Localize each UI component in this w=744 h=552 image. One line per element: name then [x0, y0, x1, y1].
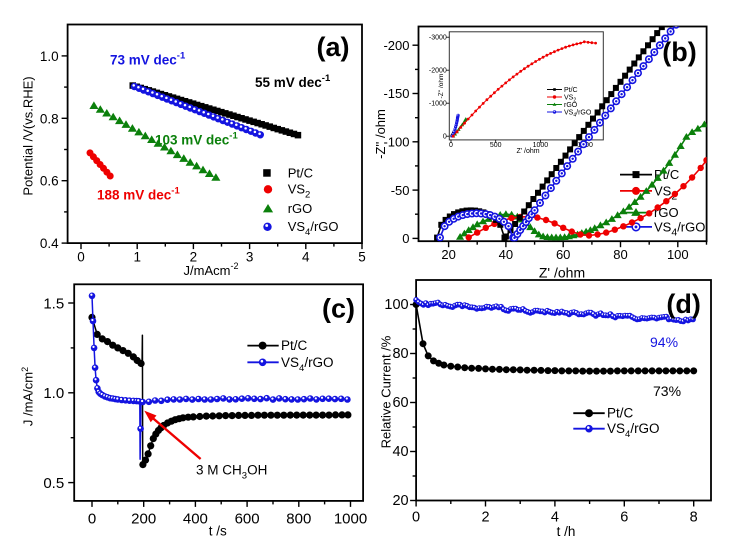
svg-text:1.5: 1.5 [43, 295, 64, 312]
svg-text:-100: -100 [383, 135, 409, 150]
svg-text:-150: -150 [383, 86, 409, 101]
svg-text:(c): (c) [322, 294, 355, 324]
svg-text:0: 0 [402, 231, 409, 246]
svg-text:t /h: t /h [557, 524, 576, 539]
svg-text:80: 80 [613, 247, 627, 262]
svg-text:VS4/rGO: VS4/rGO [288, 219, 339, 238]
svg-text:400: 400 [183, 511, 208, 528]
svg-text:(b): (b) [662, 37, 696, 67]
svg-text:Pt/C: Pt/C [564, 87, 578, 94]
svg-text:VS4/rGO: VS4/rGO [607, 421, 660, 440]
svg-text:J/mAcm-2: J/mAcm-2 [184, 261, 239, 278]
svg-text:1.0: 1.0 [43, 385, 64, 402]
svg-text:6: 6 [620, 510, 628, 526]
svg-text:-3000: -3000 [429, 35, 447, 42]
svg-text:VS2: VS2 [564, 95, 576, 104]
svg-text:8: 8 [690, 510, 698, 526]
svg-text:1: 1 [133, 250, 141, 265]
svg-text:-Z'' /ohm: -Z'' /ohm [373, 109, 388, 159]
svg-text:5: 5 [358, 250, 366, 265]
svg-text:4: 4 [302, 250, 310, 265]
svg-text:0: 0 [449, 142, 453, 149]
svg-text:VS4/rGO: VS4/rGO [564, 110, 592, 119]
svg-text:rGO: rGO [564, 102, 578, 109]
svg-text:0.4: 0.4 [40, 236, 59, 251]
svg-text:0.6: 0.6 [40, 174, 59, 189]
svg-text:103 mV dec-1: 103 mV dec-1 [155, 131, 238, 148]
svg-text:200: 200 [131, 511, 156, 528]
svg-text:(d): (d) [666, 289, 700, 319]
svg-text:100: 100 [384, 297, 408, 313]
svg-text:-200: -200 [383, 38, 409, 53]
svg-text:0: 0 [412, 510, 420, 526]
svg-text:Relative Current /%: Relative Current /% [379, 335, 394, 448]
svg-text:60: 60 [556, 247, 570, 262]
svg-text:J /mA/cm2: J /mA/cm2 [20, 367, 36, 426]
svg-text:Pt/C: Pt/C [607, 406, 634, 421]
svg-text:20: 20 [392, 493, 408, 509]
svg-text:VS4/rGO: VS4/rGO [654, 219, 705, 238]
svg-text:0: 0 [443, 134, 447, 141]
svg-text:Pt/C: Pt/C [654, 167, 679, 182]
svg-text:2: 2 [481, 510, 489, 526]
svg-text:94%: 94% [650, 334, 678, 350]
svg-text:73%: 73% [653, 383, 681, 399]
svg-text:188 mV dec-1: 188 mV dec-1 [97, 186, 180, 203]
svg-text:1000: 1000 [334, 511, 367, 528]
svg-text:55 mV dec-1: 55 mV dec-1 [255, 73, 331, 90]
svg-text:0.8: 0.8 [40, 111, 59, 126]
svg-text:3: 3 [246, 250, 254, 265]
svg-text:rGO: rGO [288, 201, 313, 216]
svg-text:-Z'' /ohm: -Z'' /ohm [438, 74, 445, 99]
svg-text:800: 800 [286, 511, 311, 528]
svg-text:Pt/C: Pt/C [281, 338, 308, 353]
svg-text:4: 4 [551, 510, 559, 526]
svg-text:Z' /ohm: Z' /ohm [516, 148, 539, 155]
svg-text:0.5: 0.5 [43, 475, 64, 492]
svg-text:-50: -50 [391, 183, 410, 198]
svg-text:(a): (a) [317, 32, 350, 62]
svg-text:Z' /ohm: Z' /ohm [539, 265, 585, 281]
svg-text:500: 500 [490, 142, 502, 149]
svg-text:-1000: -1000 [429, 101, 447, 108]
svg-text:3 M CH3OH: 3 M CH3OH [196, 463, 267, 482]
svg-text:Pt/C: Pt/C [288, 165, 313, 180]
svg-text:40: 40 [392, 444, 408, 460]
svg-text:40: 40 [499, 247, 513, 262]
svg-text:20: 20 [441, 247, 455, 262]
svg-text:60: 60 [392, 395, 408, 411]
svg-text:0: 0 [88, 511, 96, 528]
svg-text:Potential /V(vs.RHE): Potential /V(vs.RHE) [21, 76, 36, 195]
svg-text:100: 100 [667, 247, 689, 262]
svg-text:600: 600 [235, 511, 260, 528]
svg-text:2: 2 [190, 250, 198, 265]
svg-text:-2000: -2000 [429, 68, 447, 75]
svg-text:VS4/rGO: VS4/rGO [281, 355, 334, 374]
svg-text:t /s: t /s [209, 524, 227, 539]
svg-text:VS2: VS2 [288, 182, 311, 201]
svg-text:73 mV dec-1: 73 mV dec-1 [110, 51, 186, 68]
svg-text:0: 0 [77, 250, 85, 265]
svg-text:1000: 1000 [533, 142, 549, 149]
svg-text:80: 80 [392, 346, 408, 362]
svg-text:1.0: 1.0 [40, 49, 59, 64]
